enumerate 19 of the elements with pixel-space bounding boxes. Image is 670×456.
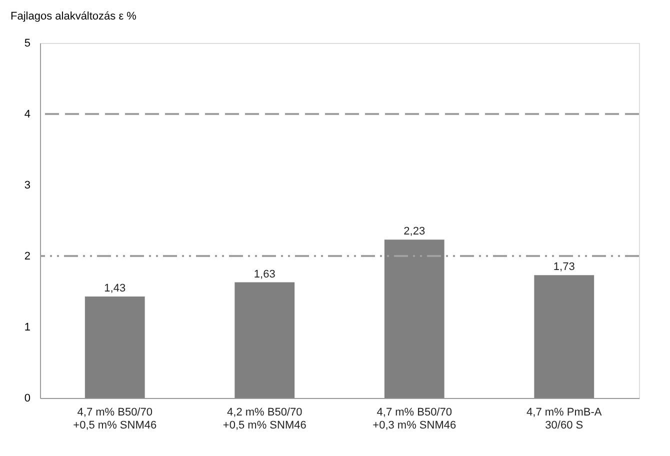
bar: [534, 275, 594, 398]
bar: [384, 240, 444, 398]
y-tick-label: 1: [24, 322, 30, 334]
bar: [84, 296, 145, 398]
x-tick-label: 4,7 m% B50/70 +0,5 m% SNM46: [73, 406, 157, 432]
y-tick-label: 5: [24, 38, 30, 50]
data-label: 2,23: [404, 226, 426, 238]
y-tick-label: 4: [24, 108, 30, 120]
x-tick-label: 4,7 m% B50/70 +0,3 m% SNM46: [372, 406, 456, 432]
x-tick-label: 4,2 m% B50/70 +0,5 m% SNM46: [222, 406, 306, 432]
data-label: 1,43: [104, 282, 126, 294]
y-axis-title: Fajlagos alakváltozás ε %: [10, 10, 137, 22]
data-label: 1,73: [553, 261, 575, 274]
data-label: 1,63: [254, 268, 276, 280]
y-tick-label: 2: [24, 250, 30, 262]
y-tick-label: 0: [24, 392, 30, 404]
x-tick-label: 4,7 m% PmB-A 30/60 S: [526, 406, 602, 432]
bar: [234, 282, 295, 398]
y-tick-label: 3: [24, 180, 30, 192]
